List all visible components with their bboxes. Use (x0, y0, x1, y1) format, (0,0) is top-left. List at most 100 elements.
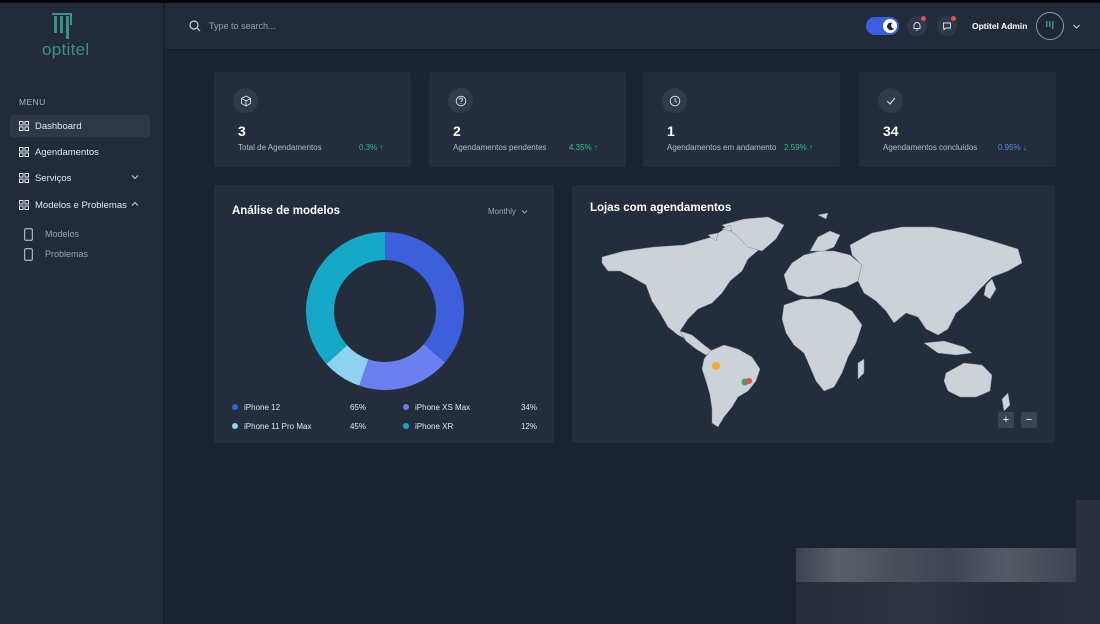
sidebar-subitem-problemas[interactable]: Problemas (24, 246, 88, 262)
legend-label: iPhone 11 Pro Max (244, 421, 312, 431)
stat-value: 3 (238, 123, 246, 139)
store-marker-orange[interactable] (712, 362, 720, 370)
brand-name[interactable]: optitel (42, 40, 90, 59)
chat-icon (943, 22, 951, 31)
messages-button[interactable] (937, 16, 957, 36)
chevron-down-icon[interactable] (1072, 22, 1081, 31)
map-greenland (721, 216, 785, 252)
legend-item: iPhone 12 (232, 401, 280, 413)
chevron-down-icon[interactable] (131, 173, 139, 181)
map-new-zealand (1001, 392, 1011, 412)
menu-label: MENU (19, 97, 46, 107)
map-zoom-out-button[interactable]: − (1021, 412, 1037, 428)
blurred-region (796, 548, 1076, 582)
stat-change-value: 4.35% (569, 143, 592, 152)
legend-dot (232, 423, 238, 429)
stat-label: Total de Agendamentos (238, 143, 322, 152)
stat-change: 0.95% ↓ (998, 143, 1027, 152)
avatar[interactable] (1036, 12, 1064, 40)
stat-label: Agendamentos pendentes (453, 143, 547, 152)
map-zoom-in-button[interactable]: + (998, 412, 1014, 428)
grid-icon (19, 147, 29, 157)
store-marker-red[interactable] (746, 378, 752, 384)
arrow-up-icon: ↑ (593, 143, 598, 152)
period-select-value: Monthly (488, 207, 517, 216)
search-input[interactable] (209, 17, 509, 35)
stat-label: Agendamentos concluídos (883, 143, 978, 152)
chevron-up-icon[interactable] (131, 200, 139, 208)
notification-dot (921, 16, 926, 21)
map-europe (783, 250, 863, 298)
phone-icon (24, 227, 33, 241)
map-panel: Lojas com agendamentos (572, 185, 1055, 443)
stat-card-pendentes: 2 Agendamentos pendentes 4.35% ↑ (429, 72, 626, 167)
stat-change-value: 0.95% (998, 143, 1021, 152)
models-panel: Análise de modelos Monthly iPhone 12 65%… (214, 185, 554, 443)
map-arctic-islands (707, 212, 829, 242)
check-icon (878, 88, 903, 113)
arrow-down-icon: ↓ (1022, 143, 1027, 152)
donut-slice-iphone-xr[interactable] (306, 232, 385, 364)
arrow-up-icon: ↑ (808, 143, 813, 152)
stat-change: 4.35% ↑ (569, 143, 598, 152)
notifications-button[interactable] (907, 16, 927, 36)
cube-icon (233, 88, 258, 113)
legend-value: 34% (520, 403, 537, 412)
map-southeast-asia (923, 340, 973, 356)
period-select[interactable]: Monthly (488, 207, 528, 216)
world-map[interactable] (572, 185, 1055, 443)
sidebar-item-label: Serviços (35, 172, 72, 184)
donut-slice-iphone-xs-max[interactable] (359, 344, 445, 390)
grid-icon (19, 173, 29, 183)
legend-label: iPhone XR (415, 421, 454, 431)
legend-item: iPhone 11 Pro Max (232, 420, 311, 432)
panel-title: Lojas com agendamentos (590, 202, 732, 214)
donut-slice-iphone-11-pro-max[interactable] (326, 345, 369, 386)
phone-icon (24, 247, 33, 261)
stat-change-value: 2.59% (784, 143, 807, 152)
sidebar-subitem-label: Problemas (45, 249, 89, 259)
sidebar-subitem-modelos[interactable]: Modelos (24, 226, 79, 242)
stat-change: 2.59% ↑ (784, 143, 813, 152)
map-madagascar (857, 358, 865, 380)
legend-label: iPhone 12 (244, 402, 281, 412)
sidebar-item-servicos[interactable]: Serviços (10, 167, 150, 189)
stat-label: Agendamentos em andamento (667, 143, 777, 152)
top-edge (0, 0, 1100, 3)
moon-icon (883, 19, 897, 33)
legend-item: iPhone XS Max (403, 401, 470, 413)
question-icon (448, 88, 473, 113)
arrow-up-icon: ↑ (379, 143, 384, 152)
sidebar-subitem-label: Modelos (45, 229, 80, 239)
map-central-america (679, 330, 713, 356)
donut-slice-iphone-12[interactable] (385, 232, 464, 363)
map-japan (983, 278, 997, 300)
bell-icon (913, 22, 921, 31)
stat-card-concluidos: 34 Agendamentos concluídos 0.95% ↓ (859, 72, 1056, 167)
legend-dot (403, 404, 409, 410)
map-asia (849, 226, 1023, 336)
map-africa (781, 298, 863, 392)
optitel-logo-icon[interactable] (38, 11, 102, 63)
theme-toggle[interactable] (866, 17, 899, 35)
blurred-region (1076, 500, 1100, 624)
donut-chart (306, 232, 464, 390)
grid-icon (19, 121, 29, 131)
sidebar-item-dashboard[interactable]: Dashboard (10, 115, 150, 137)
sidebar-item-label: Modelos e Problemas (35, 199, 127, 211)
sidebar-item-modelos-e-problemas[interactable]: Modelos e Problemas (10, 194, 150, 216)
legend-value: 45% (349, 422, 366, 431)
user-name[interactable]: Optitel Admin (972, 21, 1028, 31)
stat-value: 1 (667, 123, 675, 139)
stat-card-em-andamento: 1 Agendamentos em andamento 2.59% ↑ (643, 72, 840, 167)
message-dot (951, 16, 956, 21)
map-australia (943, 362, 993, 398)
sidebar-item-agendamentos[interactable]: Agendamentos (10, 141, 150, 163)
map-north-america (601, 222, 763, 340)
optitel-avatar-icon (1046, 21, 1054, 29)
stat-value: 34 (883, 123, 899, 139)
map-south-america (701, 344, 761, 428)
legend-label: iPhone XS Max (415, 402, 471, 412)
sidebar-item-label: Agendamentos (35, 146, 99, 158)
legend-dot (232, 404, 238, 410)
